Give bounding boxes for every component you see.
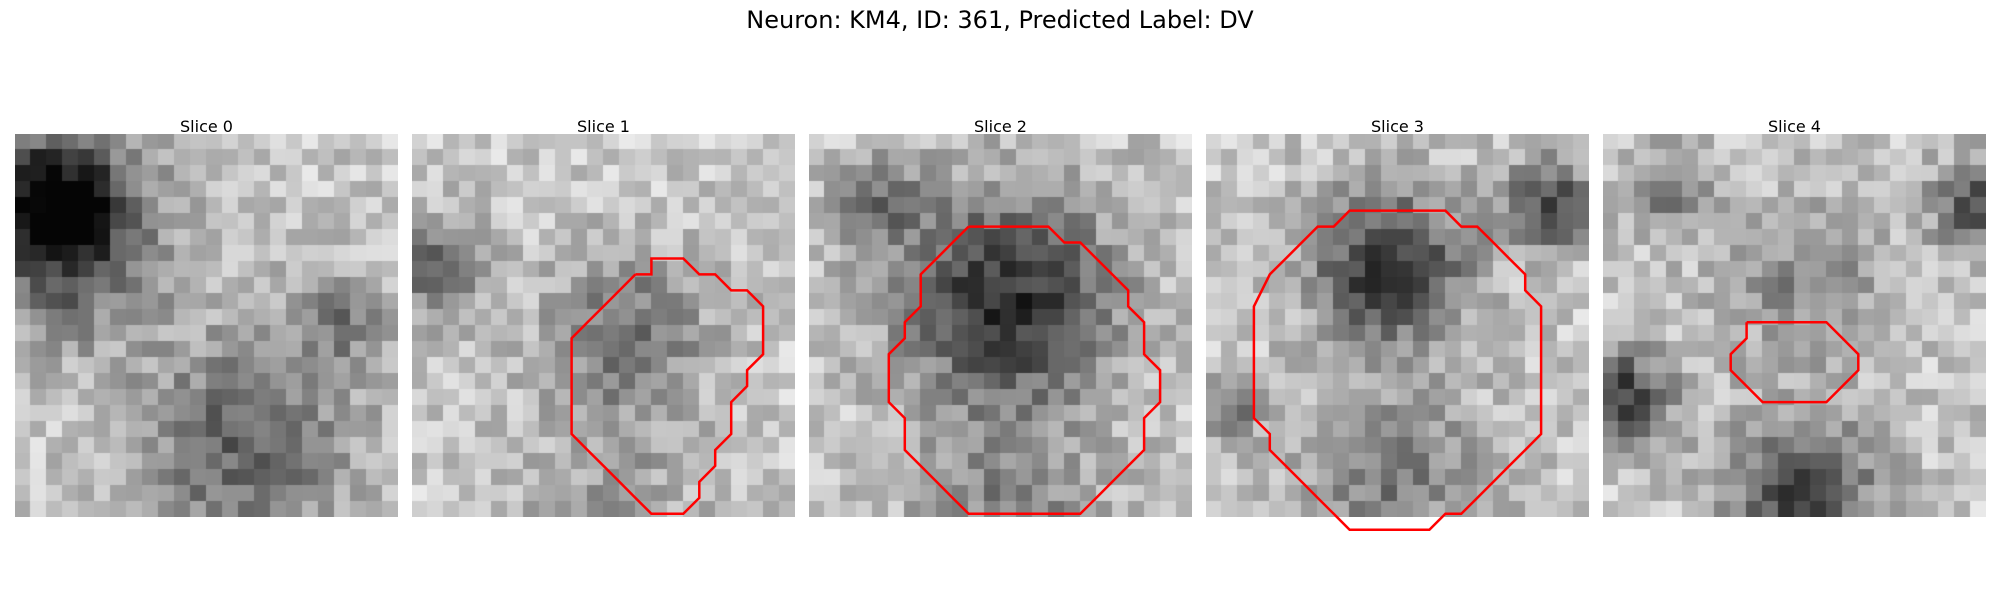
slice-4-title: Slice 4 bbox=[1768, 117, 1821, 136]
slice-3-title-wrap: Slice 3 bbox=[1206, 118, 1589, 136]
segmentation-contour bbox=[1729, 321, 1860, 404]
slice-1-image bbox=[412, 134, 795, 517]
slice-0-title-wrap: Slice 0 bbox=[15, 118, 398, 136]
slice-1-contour-overlay bbox=[570, 257, 765, 516]
slice-0-title: Slice 0 bbox=[180, 117, 233, 136]
figure-title: Neuron: KM4, ID: 361, Predicted Label: D… bbox=[746, 6, 1254, 34]
slice-3-image bbox=[1206, 134, 1589, 517]
slice-2-title: Slice 2 bbox=[974, 117, 1027, 136]
slice-1-title: Slice 1 bbox=[577, 117, 630, 136]
slice-2-title-wrap: Slice 2 bbox=[809, 118, 1192, 136]
slice-4-contour-overlay bbox=[1729, 321, 1860, 404]
slice-2-image bbox=[809, 134, 1192, 517]
slice-4-image bbox=[1603, 134, 1986, 517]
segmentation-contour bbox=[1252, 209, 1543, 532]
slice-0-contour-overlay bbox=[15, 134, 398, 517]
slice-4-title-wrap: Slice 4 bbox=[1603, 118, 1986, 136]
slice-2-contour-overlay bbox=[887, 225, 1162, 516]
slice-3-contour-overlay bbox=[1252, 209, 1543, 532]
slice-1-title-wrap: Slice 1 bbox=[412, 118, 795, 136]
segmentation-contour bbox=[887, 225, 1162, 516]
slice-3-title: Slice 3 bbox=[1371, 117, 1424, 136]
segmentation-contour bbox=[570, 257, 765, 516]
slice-0-image bbox=[15, 134, 398, 517]
